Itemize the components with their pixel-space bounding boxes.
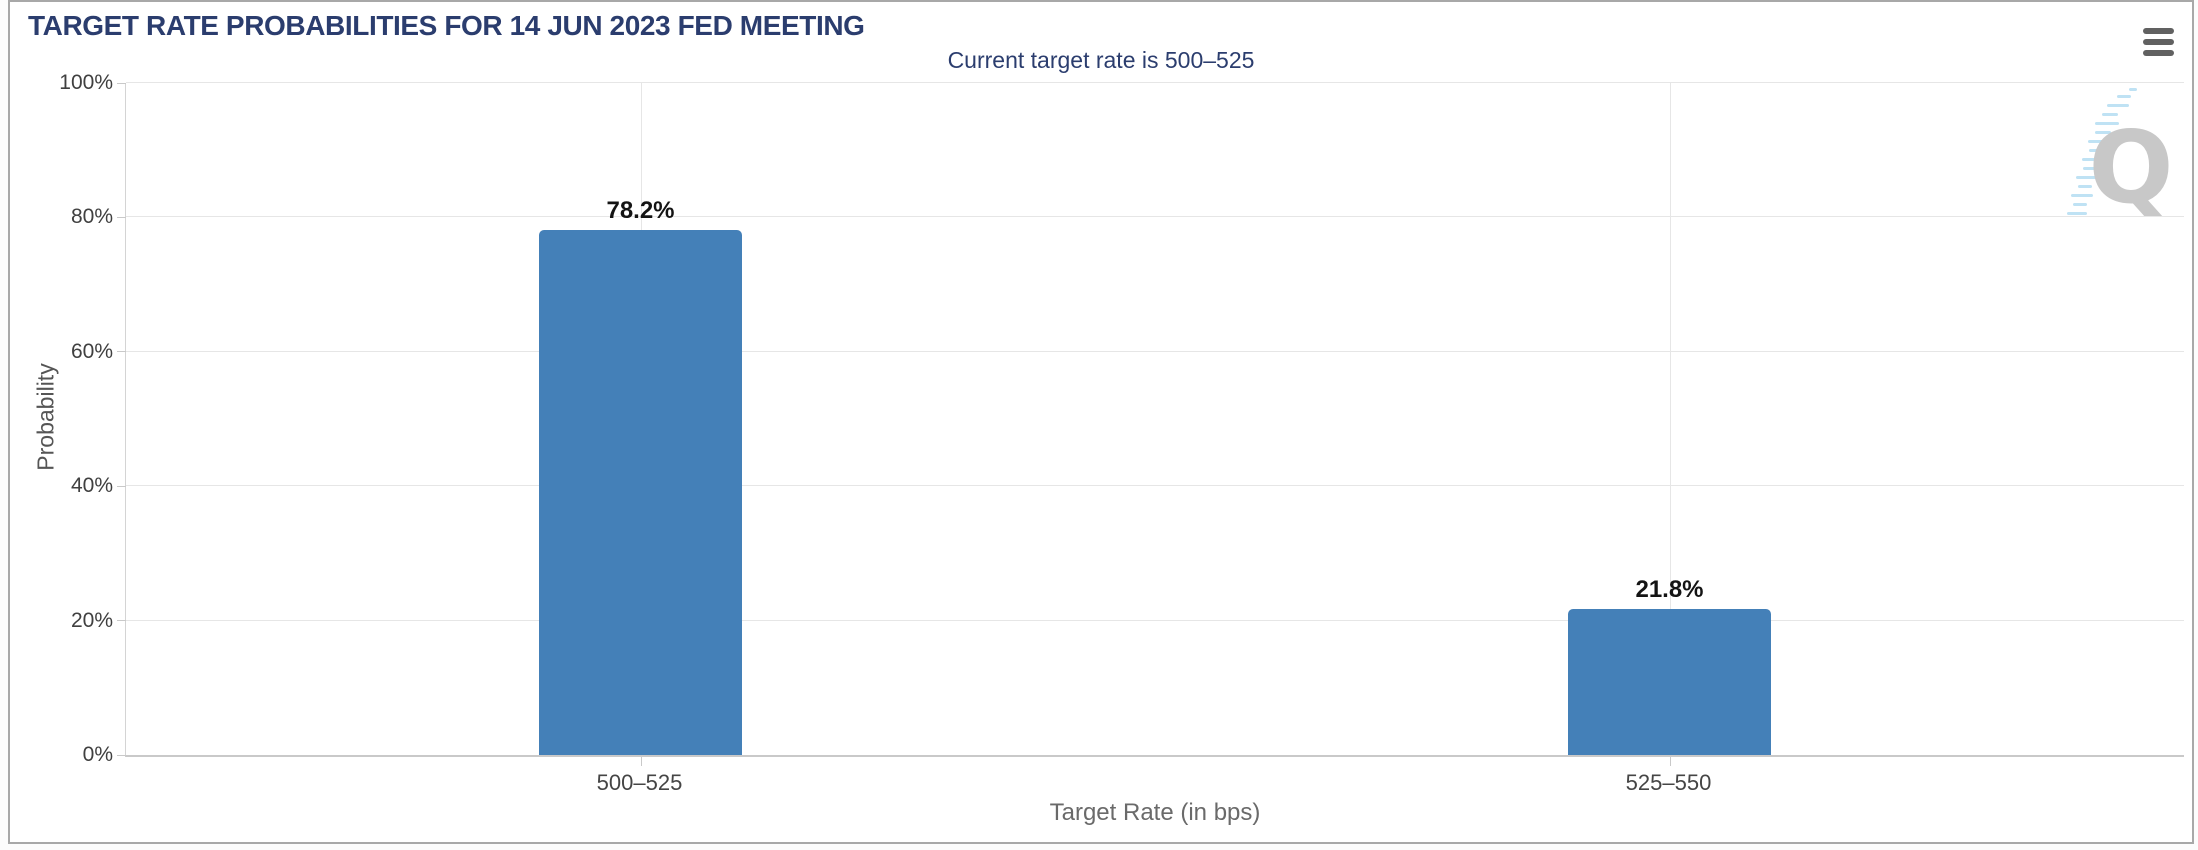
quikstrike-watermark-logo: Q <box>2067 88 2174 226</box>
plot-area: 78.2% 21.8% <box>117 82 2184 766</box>
y-axis-tick-labels: 0% 20% 40% 60% 80% 100% <box>30 72 113 766</box>
hamburger-icon <box>2143 50 2174 56</box>
hamburger-icon <box>2143 28 2174 34</box>
chart-subtitle: Current target rate is 500–525 <box>947 47 1255 73</box>
y-axis-tick <box>117 485 126 487</box>
x-category-label: 525–550 <box>1625 770 1712 795</box>
watermark-letter: Q <box>2088 109 2173 226</box>
y-tick-label: 0% <box>82 743 113 766</box>
x-category-label: 500–525 <box>596 770 683 795</box>
hamburger-icon <box>2143 39 2174 45</box>
chart-title: TARGET RATE PROBABILITIES FOR 14 JUN 202… <box>28 10 865 41</box>
y-tick-label: 100% <box>59 71 113 94</box>
export-menu-button[interactable] <box>2143 28 2174 56</box>
x-axis-category-labels: 500–525 525–550 <box>125 770 2183 798</box>
x-gridline <box>1669 83 1671 755</box>
y-gridline <box>126 619 2184 621</box>
y-axis-tick <box>117 620 126 622</box>
chart-card: TARGET RATE PROBABILITIES FOR 14 JUN 202… <box>8 0 2194 844</box>
bar-500–525[interactable] <box>539 229 742 755</box>
y-gridline <box>126 350 2184 352</box>
y-gridline <box>126 485 2184 487</box>
y-tick-label: 60% <box>70 339 113 363</box>
x-axis-tick <box>1669 757 1671 766</box>
bar-value-label: 78.2% <box>606 196 675 224</box>
y-axis-tick <box>117 216 126 218</box>
x-axis-title: Target Rate (in bps) <box>1049 799 1261 826</box>
y-tick-label: 20% <box>70 608 113 632</box>
y-axis-tick <box>117 754 126 756</box>
y-tick-label: 40% <box>70 474 113 498</box>
y-axis-tick <box>117 82 126 84</box>
y-gridline <box>126 216 2184 218</box>
y-axis-tick <box>117 351 126 353</box>
y-tick-label: 80% <box>70 205 113 229</box>
bar-525–550[interactable] <box>1568 608 1771 755</box>
bar-value-label: 21.8% <box>1635 575 1704 603</box>
x-axis-tick <box>640 757 642 766</box>
y-gridline <box>126 82 2184 83</box>
